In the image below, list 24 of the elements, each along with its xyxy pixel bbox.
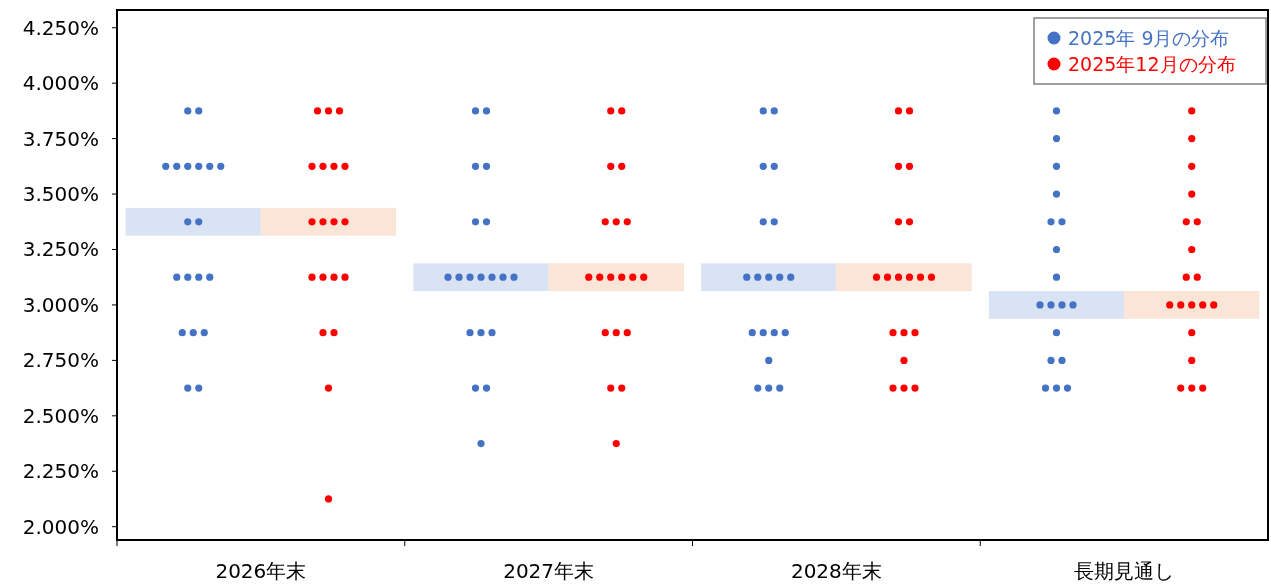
y-tick-label: 2.500% [22, 403, 99, 428]
x-tick-label: 2026年末 [215, 559, 307, 583]
bar [548, 263, 684, 292]
bar [125, 207, 261, 236]
y-tick-label: 2.250% [22, 459, 99, 484]
x-tick-label: 長期見通し [1074, 559, 1175, 583]
y-tick-label: 4.000% [22, 71, 99, 96]
legend-label: 2025年12月の分布 [1068, 53, 1236, 75]
x-tick-label: 2027年末 [503, 559, 595, 583]
y-tick-label: 2.750% [22, 348, 99, 373]
y-tick-label: 3.250% [22, 237, 99, 262]
bar [988, 291, 1125, 319]
y-tick-label: 3.500% [22, 182, 99, 207]
bar [1124, 291, 1260, 319]
bar [701, 263, 837, 292]
x-tick-label: 2028年末 [790, 559, 882, 583]
bar [260, 207, 397, 236]
y-tick-label: 4.250% [22, 15, 99, 40]
bar [413, 263, 549, 292]
y-tick-label: 3.750% [22, 126, 99, 151]
bar [836, 263, 972, 292]
y-tick-label: 3.000% [22, 292, 99, 317]
y-tick-label: 2.000% [22, 514, 99, 539]
legend-label: 2025年 9月の分布 [1068, 27, 1230, 49]
